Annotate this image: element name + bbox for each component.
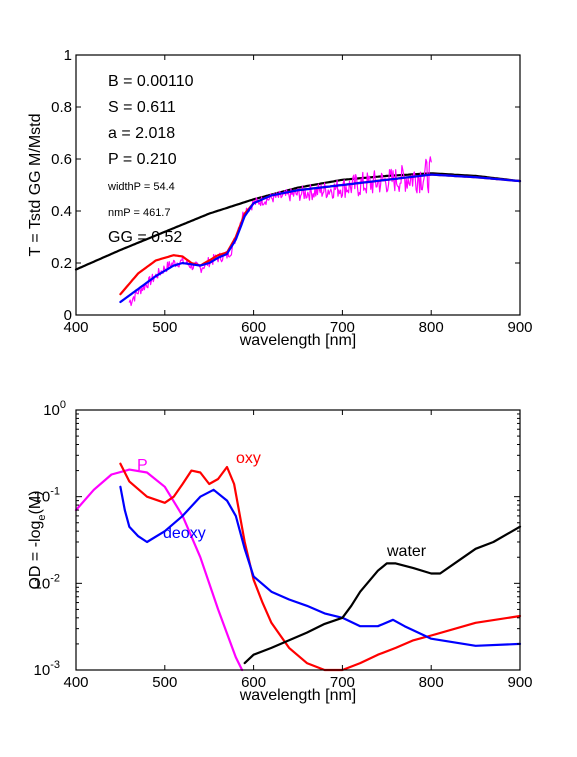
x-tick-label: 400 <box>63 674 88 691</box>
y-tick-exponent: -1 <box>50 486 60 498</box>
fit-parameter-text: S = 0.611 <box>108 99 176 116</box>
x-tick-label: 600 <box>241 319 266 336</box>
standard-transmission-line <box>74 172 522 271</box>
y-tick-exponent: -3 <box>50 659 60 671</box>
y-tick-label: 1 <box>64 47 72 64</box>
y-tick-base: 10 <box>43 402 60 419</box>
x-tick-label: 900 <box>507 674 532 691</box>
deoxy-absorption-line <box>119 485 522 647</box>
y-tick-label: 0 <box>64 307 72 324</box>
fit-parameter-text: nmP = 461.7 <box>108 207 170 219</box>
y-tick-base: 10 <box>34 662 51 679</box>
y-tick-base: 10 <box>34 575 51 592</box>
label-deoxy: deoxy <box>163 525 206 542</box>
y-tick-label: 10-1 <box>34 486 60 506</box>
y-tick-label: 0.4 <box>51 203 72 220</box>
fit-parameter-text: widthP = 54.4 <box>107 181 175 193</box>
fit-parameter-text: B = 0.00110 <box>108 73 194 90</box>
water-absorption-line <box>243 525 522 665</box>
label-P: P <box>137 457 148 474</box>
x-axis-label-top: wavelength [nm] <box>239 332 357 349</box>
x-tick-label: 800 <box>419 674 444 691</box>
y-tick-label: 10-2 <box>34 572 60 592</box>
oxy-absorption-line <box>119 462 522 672</box>
y-tick-base: 10 <box>34 489 51 506</box>
fit-parameter-text: GG = 0.52 <box>108 229 182 246</box>
label-water: water <box>386 543 427 560</box>
y-axis-label-top: T = Tstd GG M/Mstd <box>27 114 44 257</box>
y-label-main: OD = -log <box>27 521 44 590</box>
x-tick-label: 900 <box>507 319 532 336</box>
label-oxy: oxy <box>236 450 261 467</box>
x-axis-label-bottom: wavelength [nm] <box>239 687 357 704</box>
x-tick-label: 700 <box>330 319 355 336</box>
P-absorption-line <box>74 468 244 672</box>
x-tick-label: 700 <box>330 674 355 691</box>
x-tick-label: 800 <box>419 319 444 336</box>
y-tick-exponent: 0 <box>60 399 66 411</box>
transmission-series-group <box>74 156 522 307</box>
transmission-chart: 400 500 600 700 800 900 0 0.2 0.4 0.6 0.8 1 B = 0.0… <box>27 47 533 349</box>
x-tick-label: 500 <box>152 319 177 336</box>
absorber-series-group <box>74 462 522 672</box>
y-tick-label: 100 <box>43 399 66 419</box>
fit-parameter-text: a = 2.018 <box>108 125 175 142</box>
fit-blue-line <box>119 173 522 304</box>
x-tick-label: 500 <box>152 674 177 691</box>
y-label-subscript: e <box>36 514 48 520</box>
y-tick-exponent: -2 <box>50 572 60 584</box>
x-tick-label: 600 <box>241 674 266 691</box>
x-tick-label: 400 <box>63 319 88 336</box>
fit-parameters: B = 0.00110 S = 0.611 a = 2.018 P = 0.210 wi… <box>107 73 194 246</box>
y-tick-label: 0.6 <box>51 151 72 168</box>
y-tick-label: 10-3 <box>34 659 60 679</box>
fit-parameter-text: P = 0.210 <box>108 151 177 168</box>
y-tick-label: 0.8 <box>51 99 72 116</box>
transmission-plot-frame <box>75 54 521 316</box>
y-label-tail: (M) <box>27 490 44 514</box>
y-axis-label-bottom: OD = -loge(M) <box>27 490 48 589</box>
od-plot-frame <box>75 409 521 671</box>
y-tick-label: 0.2 <box>51 255 72 272</box>
transmission-axes-ticks: 400 500 600 700 800 900 0 0.2 0.4 0.6 0.8 1 <box>51 47 532 336</box>
